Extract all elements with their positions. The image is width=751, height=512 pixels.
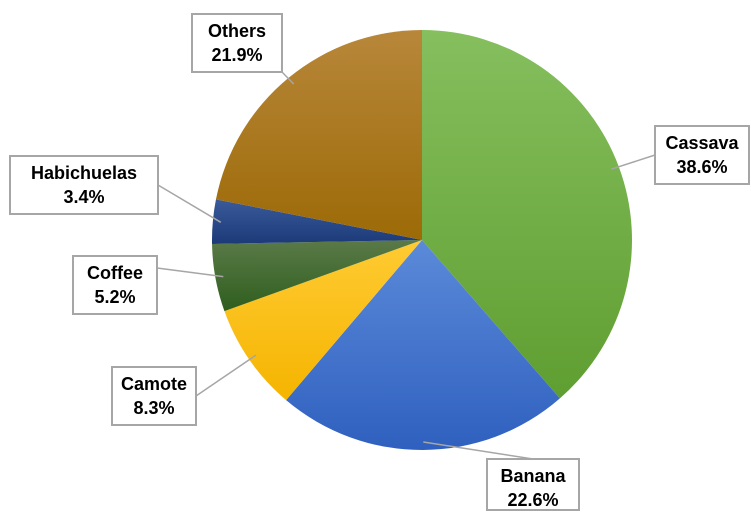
- slice-value-label: 38.6%: [676, 157, 727, 177]
- slice-category-label: Camote: [121, 374, 187, 394]
- data-label-box: [486, 458, 580, 511]
- data-label-coffee: Coffee 5.2%: [72, 255, 158, 315]
- pie-slice-cassava: [422, 30, 632, 399]
- pie-slice-banana: [286, 240, 560, 450]
- slice-category-label: Others: [208, 21, 266, 41]
- pie-slices: [212, 30, 632, 450]
- data-label-others: Others 21.9%: [191, 13, 283, 73]
- data-label-box: [72, 255, 158, 315]
- leader-line-cassava: [610, 154, 656, 170]
- pie-slice-habichuelas: [212, 199, 422, 244]
- data-label-box: [191, 13, 283, 73]
- data-label-cassava: Cassava 38.6%: [654, 125, 750, 185]
- slice-value-label: 3.4%: [63, 187, 104, 207]
- leader-lines: [156, 71, 656, 460]
- leader-line-others: [281, 71, 295, 85]
- data-label-banana: Banana 22.6%: [486, 458, 580, 511]
- pie-slice-camote: [224, 240, 422, 401]
- data-label-habichuelas: Habichuelas 3.4%: [9, 155, 159, 215]
- leader-line-coffee: [156, 267, 224, 278]
- slice-category-label: Coffee: [87, 263, 143, 283]
- pie-slice-coffee: [212, 240, 422, 312]
- slice-value-label: 21.9%: [211, 45, 262, 65]
- data-label-box: [654, 125, 750, 185]
- pie-slice-others: [215, 30, 422, 240]
- slice-value-label: 22.6%: [507, 490, 558, 510]
- slice-category-label: Habichuelas: [31, 163, 137, 183]
- leader-line-camote: [195, 354, 257, 397]
- slice-value-label: 8.3%: [133, 398, 174, 418]
- data-label-camote: Camote 8.3%: [111, 366, 197, 426]
- slice-category-label: Banana: [500, 466, 566, 486]
- leader-line-banana: [423, 441, 534, 460]
- data-labels: Cassava 38.6% Banana 22.6% Camote 8.3% Coffee 5…: [9, 13, 750, 511]
- data-label-box: [111, 366, 197, 426]
- slice-value-label: 5.2%: [94, 287, 135, 307]
- slice-category-label: Cassava: [665, 133, 739, 153]
- leader-line-habichuelas: [157, 184, 222, 223]
- data-label-box: [9, 155, 159, 215]
